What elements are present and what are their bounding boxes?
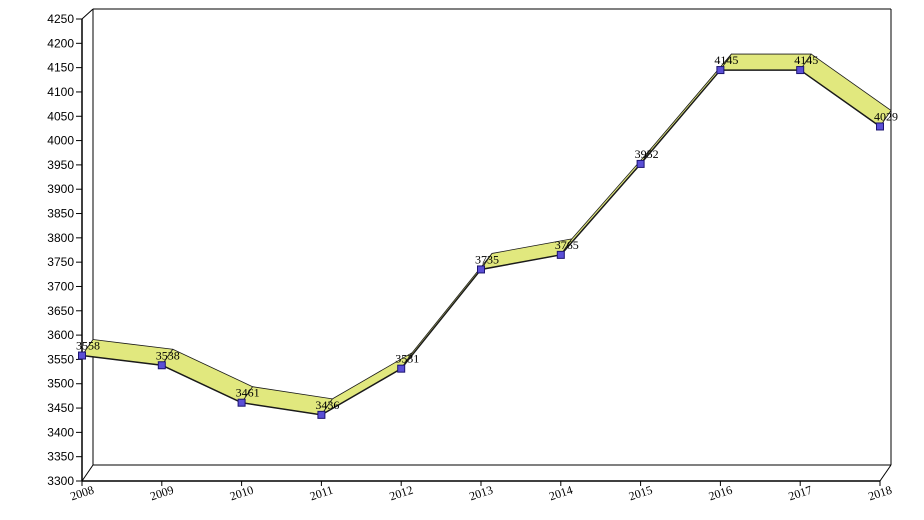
data-point-marker xyxy=(556,250,565,259)
data-label: 3461 xyxy=(236,386,260,400)
x-tick-label: 2015 xyxy=(627,483,654,504)
x-tick-label: 2017 xyxy=(787,483,814,504)
data-point-marker xyxy=(397,364,406,373)
y-tick-label: 3900 xyxy=(47,182,74,196)
data-point-marker xyxy=(237,398,246,407)
data-label: 4145 xyxy=(714,53,738,67)
x-tick-label: 2011 xyxy=(308,483,335,504)
x-tick-label: 2018 xyxy=(866,483,893,504)
data-point-marker xyxy=(157,361,166,370)
x-tick-label: 2014 xyxy=(547,483,574,504)
y-tick-label: 4200 xyxy=(47,36,74,50)
data-point-marker xyxy=(716,66,725,75)
y-tick-label: 3750 xyxy=(47,255,74,269)
y-tick-label: 3550 xyxy=(47,352,74,366)
x-tick-label: 2009 xyxy=(148,483,175,504)
data-point-marker xyxy=(876,122,884,131)
y-tick-label: 3450 xyxy=(47,401,74,415)
y-tick-label: 3700 xyxy=(47,279,74,293)
x-tick-label: 2012 xyxy=(388,483,415,504)
data-markers xyxy=(78,66,884,419)
data-point-marker xyxy=(317,410,326,419)
y-tick-label: 4000 xyxy=(47,134,74,148)
x-axis-ticks: 2008 2009 2010 2011 2012 2013 2014 2015 2016 2017… xyxy=(68,481,894,504)
y-tick-label: 4100 xyxy=(47,85,74,99)
y-tick-label: 4250 xyxy=(47,12,74,26)
x-tick-label: 2010 xyxy=(228,483,255,504)
y-tick-label: 3850 xyxy=(47,207,74,221)
y-tick-label: 4050 xyxy=(47,109,74,123)
data-label: 3765 xyxy=(555,238,579,252)
floor-right-edge xyxy=(879,464,892,482)
y-tick-label: 3400 xyxy=(47,425,74,439)
y-tick-label: 3800 xyxy=(47,231,74,245)
data-label: 3558 xyxy=(76,339,100,353)
data-label: 3538 xyxy=(156,348,180,362)
data-label: 3952 xyxy=(635,147,659,161)
y-tick-label: 4150 xyxy=(47,61,74,75)
data-label: 3735 xyxy=(475,252,499,266)
x-tick-label: 2016 xyxy=(707,483,734,504)
data-point-marker xyxy=(78,351,86,360)
y-tick-label: 3500 xyxy=(47,377,74,391)
y-axis-ticks: 3300 3350 3400 3450 3500 3550 3600 3650 3700 3750… xyxy=(47,12,82,488)
y-tick-label: 3350 xyxy=(47,450,74,464)
data-point-marker xyxy=(636,159,645,168)
y-tick-label: 3300 xyxy=(47,474,74,488)
floor-left-edge xyxy=(81,464,94,482)
y-tick-label: 3600 xyxy=(47,328,74,342)
data-label: 4145 xyxy=(794,53,818,67)
data-point-marker xyxy=(796,66,805,75)
data-label: 4029 xyxy=(874,109,898,123)
x-tick-label: 2013 xyxy=(467,483,494,504)
y-axis-top-connector xyxy=(81,8,94,20)
y-tick-label: 3950 xyxy=(47,158,74,172)
plot-frame xyxy=(81,8,892,482)
ribbon-series xyxy=(81,53,892,416)
data-label: 3531 xyxy=(395,352,419,366)
data-labels: 3558 3538 3461 3436 3531 3735 3765 3952 4145 4145… xyxy=(76,53,898,412)
data-label: 3436 xyxy=(315,398,339,412)
y-tick-label: 3650 xyxy=(47,304,74,318)
data-point-marker xyxy=(477,265,485,274)
